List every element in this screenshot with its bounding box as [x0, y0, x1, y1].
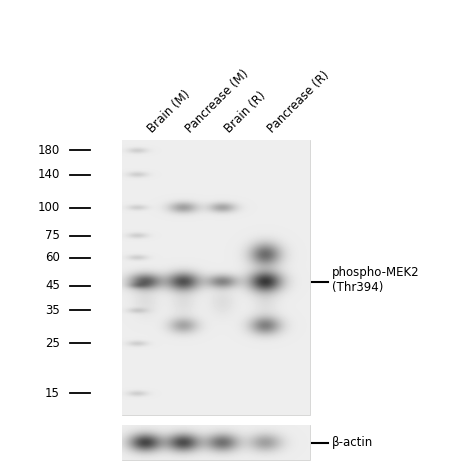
Text: 75: 75 — [45, 229, 60, 242]
Text: β-actin: β-actin — [331, 436, 373, 449]
Text: 60: 60 — [45, 251, 60, 264]
Text: Brain (R): Brain (R) — [221, 89, 267, 135]
Text: 100: 100 — [38, 201, 60, 214]
Text: 45: 45 — [45, 279, 60, 292]
Text: phospho-MEK2
(Thr394): phospho-MEK2 (Thr394) — [331, 266, 419, 294]
Bar — [122, 140, 309, 415]
Text: Pancrease (M): Pancrease (M) — [183, 67, 251, 135]
Text: 140: 140 — [37, 168, 60, 181]
Text: 35: 35 — [45, 304, 60, 317]
Bar — [122, 425, 309, 460]
Text: 15: 15 — [45, 387, 60, 400]
Text: Brain (M): Brain (M) — [145, 87, 192, 135]
Text: 180: 180 — [38, 144, 60, 157]
Text: Pancrease (R): Pancrease (R) — [264, 68, 331, 135]
Text: 25: 25 — [45, 337, 60, 350]
